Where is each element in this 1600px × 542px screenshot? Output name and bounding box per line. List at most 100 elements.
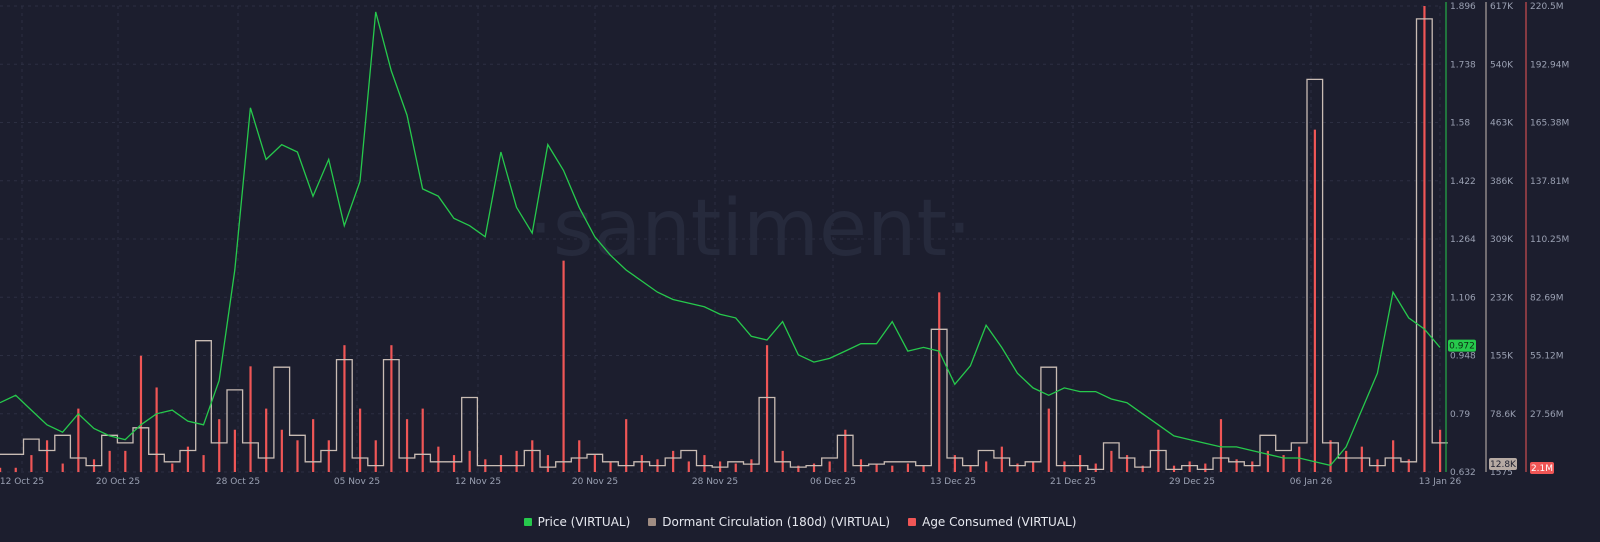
age-bar-36: [562, 260, 565, 472]
age-bar-7: [108, 450, 111, 472]
age-bar-0: [0, 467, 2, 472]
age-bar-61: [953, 455, 956, 472]
age-bar-28: [437, 446, 440, 472]
age-bar-82: [1282, 455, 1285, 472]
axis-tick-dormant-1: 540K: [1490, 60, 1514, 70]
age-bar-20: [312, 419, 315, 472]
x-tick-3: 05 Nov 25: [334, 477, 380, 487]
x-tick-1: 20 Oct 25: [96, 477, 140, 487]
age-bar-60: [938, 292, 941, 472]
axis-tick-dormant-8: 1575: [1490, 468, 1513, 478]
age-bar-18: [280, 429, 283, 472]
legend-item-age[interactable]: Age Consumed (VIRTUAL): [908, 512, 1076, 532]
age-bar-17: [265, 408, 268, 472]
axis-tick-dormant-4: 309K: [1490, 235, 1514, 245]
axis-tick-age-3: 137.81M: [1530, 177, 1569, 187]
axis-tick-dormant-0: 617K: [1490, 2, 1514, 12]
legend-swatch-price: [523, 518, 532, 526]
x-tick-12: 13 Jan 26: [1419, 477, 1462, 487]
legend-item-dormant[interactable]: Dormant Circulation (180d) (VIRTUAL): [648, 512, 890, 532]
badge-dormant: 12.8K: [1490, 460, 1517, 470]
age-bar-29: [452, 455, 456, 472]
age-bar-77: [1204, 463, 1207, 472]
x-tick-10: 29 Dec 25: [1169, 477, 1215, 487]
axis-tick-price-6: 0.948: [1450, 352, 1476, 362]
age-bar-19: [296, 440, 299, 472]
axis-tick-price-0: 1.896: [1450, 2, 1476, 12]
axis-tick-dormant-3: 386K: [1490, 177, 1514, 187]
age-bar-10: [155, 387, 158, 472]
legend-swatch-dormant: [648, 518, 657, 526]
age-bar-54: [844, 429, 847, 472]
age-bar-43: [672, 450, 675, 472]
age-bar-62: [969, 465, 972, 472]
age-bar-78: [1219, 419, 1223, 472]
age-bar-80: [1251, 461, 1254, 472]
axis-tick-dormant-7: 78.6K: [1490, 410, 1517, 420]
age-bar-22: [343, 345, 346, 472]
age-bar-9: [139, 355, 143, 472]
x-tick-5: 20 Nov 25: [572, 477, 618, 487]
age-bar-49: [765, 345, 769, 472]
age-bar-33: [515, 450, 518, 472]
age-bar-91: [1423, 6, 1426, 472]
x-tick-0: 12 Oct 25: [0, 477, 44, 487]
age-bar-37: [578, 440, 581, 472]
chart-canvas: 12 Oct 25 20 Oct 25 28 Oct 25 05 Nov 25 12 N…: [0, 2, 1569, 487]
age-bar-34: [531, 440, 534, 472]
axis-tick-age-5: 82.69M: [1530, 293, 1564, 303]
x-tick-2: 28 Oct 25: [216, 477, 260, 487]
x-tick-9: 21 Dec 25: [1050, 477, 1096, 487]
badge-age-bg: [1530, 462, 1554, 474]
age-bar-85: [1329, 440, 1332, 472]
age-bar-2: [30, 455, 33, 472]
age-bar-65: [1016, 463, 1019, 472]
axis-tick-age-2: 165.38M: [1530, 119, 1569, 129]
age-bar-45: [703, 455, 706, 472]
axis-tick-age-0: 220.5M: [1530, 2, 1564, 12]
age-bar-63: [985, 461, 988, 472]
axis-tick-dormant-2: 463K: [1490, 119, 1514, 129]
age-bar-52: [812, 463, 816, 472]
age-bar-67: [1047, 408, 1050, 472]
age-bar-1: [14, 467, 17, 472]
age-bar-87: [1360, 446, 1363, 472]
age-bar-66: [1032, 461, 1035, 472]
legend-label-age: Age Consumed (VIRTUAL): [922, 515, 1077, 529]
age-bar-53: [828, 461, 831, 472]
age-bar-56: [875, 463, 878, 472]
price-line: [0, 11, 1441, 467]
age-bar-8: [124, 450, 127, 472]
age-bar-24: [374, 440, 377, 472]
age-bar-92: [1439, 429, 1442, 472]
age-bar-16: [249, 366, 252, 472]
age-bar-72: [1125, 455, 1129, 472]
age-bar-79: [1235, 459, 1238, 472]
age-bar-86: [1345, 450, 1348, 472]
age-bar-25: [390, 345, 393, 472]
legend-label-dormant: Dormant Circulation (180d) (VIRTUAL): [662, 515, 891, 529]
axis-tick-price-1: 1.738: [1450, 60, 1476, 70]
axis-tick-dormant-5: 232K: [1490, 293, 1514, 303]
age-bar-35: [546, 455, 550, 472]
age-bar-30: [468, 450, 471, 472]
badge-age: 2.1M: [1531, 464, 1553, 474]
age-bar-21: [327, 440, 330, 472]
legend-label-price: Price (VIRTUAL): [537, 515, 631, 529]
age-bar-40: [625, 419, 628, 472]
axis-tick-price-7: 0.79: [1450, 410, 1470, 420]
age-bar-39: [609, 461, 612, 472]
age-bar-11: [171, 463, 174, 472]
age-bar-13: [202, 455, 205, 472]
age-bar-26: [405, 419, 409, 472]
legend: Price (VIRTUAL) Dormant Circulation (180…: [0, 512, 1600, 532]
age-bar-64: [1000, 446, 1003, 472]
axis-tick-price-4: 1.264: [1450, 235, 1476, 245]
legend-item-price[interactable]: Price (VIRTUAL): [523, 512, 631, 532]
axis-tick-price-2: 1.58: [1450, 119, 1470, 129]
badge-dormant-bg: [1489, 458, 1517, 470]
age-bar-48: [750, 459, 753, 472]
x-tick-7: 06 Dec 25: [810, 477, 856, 487]
age-bar-73: [1141, 465, 1144, 472]
